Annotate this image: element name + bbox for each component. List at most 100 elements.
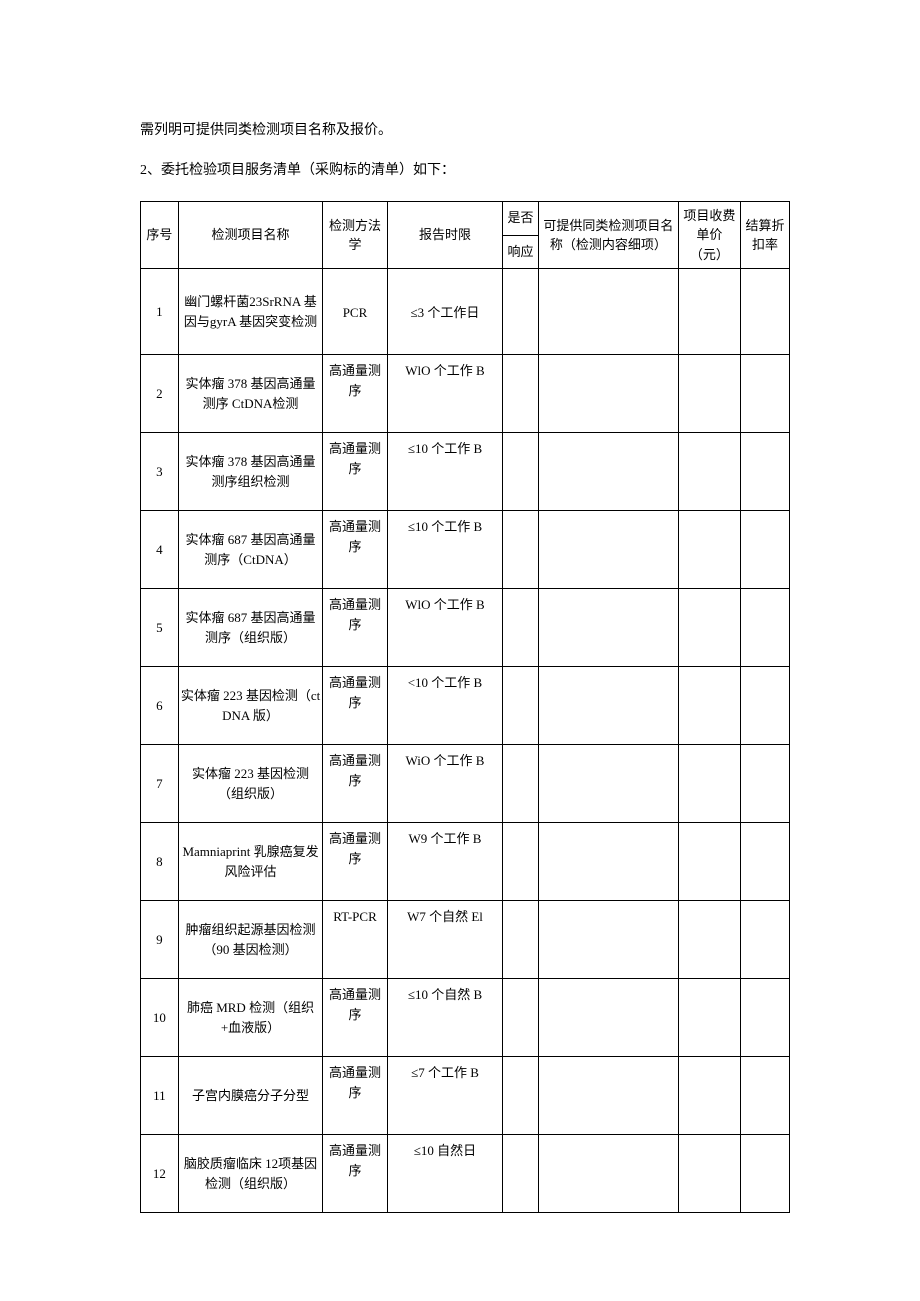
cell-resp [503,589,539,667]
cell-time: WiO 个工作 B [387,745,503,823]
cell-similar [538,1135,678,1213]
cell-name: 幽门螺杆菌23SrRNA 基因与gyrA 基因突变检测 [178,269,322,355]
cell-resp [503,433,539,511]
cell-time: ≤7 个工作 B [387,1057,503,1135]
cell-disc [741,269,790,355]
cell-seq: 12 [141,1135,179,1213]
cell-similar [538,355,678,433]
table-row: 2实体瘤 378 基因高通量测序 CtDNA检测高通量测序WlO 个工作 B [141,355,790,433]
cell-disc [741,667,790,745]
cell-price [678,355,740,433]
th-resp-top: 是否 [503,201,539,235]
cell-seq: 8 [141,823,179,901]
cell-resp [503,355,539,433]
cell-method: 高通量测序 [323,589,387,667]
cell-similar [538,589,678,667]
cell-seq: 6 [141,667,179,745]
table-body: 1幽门螺杆菌23SrRNA 基因与gyrA 基因突变检测PCR≤3 个工作日2实… [141,269,790,1213]
intro-paragraph: 需列明可提供同类检测项目名称及报价。 [140,120,790,142]
cell-time: W9 个工作 B [387,823,503,901]
cell-time: ≤10 个工作 B [387,433,503,511]
cell-similar [538,511,678,589]
cell-similar [538,433,678,511]
cell-similar [538,667,678,745]
cell-similar [538,745,678,823]
cell-price [678,269,740,355]
cell-similar [538,1057,678,1135]
table-row: 7实体瘤 223 基因检测（组织版）高通量测序WiO 个工作 B [141,745,790,823]
th-name: 检测项目名称 [178,201,322,269]
cell-price [678,901,740,979]
cell-similar [538,901,678,979]
cell-name: 子宫内膜癌分子分型 [178,1057,322,1135]
cell-disc [741,1135,790,1213]
cell-time: ≤3 个工作日 [387,269,503,355]
cell-price [678,667,740,745]
table-row: 6实体瘤 223 基因检测（ctDNA 版）高通量测序<10 个工作 B [141,667,790,745]
cell-time: ≤10 个自然 B [387,979,503,1057]
cell-seq: 4 [141,511,179,589]
table-row: 8Mamniaprint 乳腺癌复发风险评估高通量测序W9 个工作 B [141,823,790,901]
table-row: 1幽门螺杆菌23SrRNA 基因与gyrA 基因突变检测PCR≤3 个工作日 [141,269,790,355]
cell-time: W7 个自然 El [387,901,503,979]
cell-seq: 2 [141,355,179,433]
cell-resp [503,1135,539,1213]
cell-resp [503,901,539,979]
list-title: 2、委托检验项目服务清单（采购标的清单）如下： [140,160,790,182]
cell-method: 高通量测序 [323,1057,387,1135]
th-price: 项目收费单价（元） [678,201,740,269]
cell-name: 肺癌 MRD 检测（组织+血液版） [178,979,322,1057]
table-row: 5实体瘤 687 基因高通量测序（组织版）高通量测序WlO 个工作 B [141,589,790,667]
cell-seq: 10 [141,979,179,1057]
th-method: 检测方法学 [323,201,387,269]
cell-resp [503,979,539,1057]
cell-time: WlO 个工作 B [387,589,503,667]
cell-time: <10 个工作 B [387,667,503,745]
cell-disc [741,433,790,511]
th-similar: 可提供同类检测项目名称（检测内容细项） [538,201,678,269]
cell-price [678,1057,740,1135]
cell-disc [741,355,790,433]
cell-disc [741,823,790,901]
table-row: 9肿瘤组织起源基因检测（90 基因检测）RT-PCRW7 个自然 El [141,901,790,979]
table-row: 4实体瘤 687 基因高通量测序（CtDNA）高通量测序≤10 个工作 B [141,511,790,589]
cell-disc [741,745,790,823]
cell-method: 高通量测序 [323,433,387,511]
table-row: 3实体瘤 378 基因高通量测序组织检测高通量测序≤10 个工作 B [141,433,790,511]
cell-name: 实体瘤 378 基因高通量测序 CtDNA检测 [178,355,322,433]
cell-resp [503,667,539,745]
cell-name: 肿瘤组织起源基因检测（90 基因检测） [178,901,322,979]
table-row: 11子宫内膜癌分子分型高通量测序≤7 个工作 B [141,1057,790,1135]
service-table: 序号 检测项目名称 检测方法学 报告时限 是否 可提供同类检测项目名称（检测内容… [140,201,790,1214]
cell-time: WlO 个工作 B [387,355,503,433]
cell-seq: 7 [141,745,179,823]
cell-similar [538,269,678,355]
cell-method: 高通量测序 [323,667,387,745]
th-time: 报告时限 [387,201,503,269]
cell-price [678,745,740,823]
cell-price [678,511,740,589]
cell-method: 高通量测序 [323,511,387,589]
cell-seq: 9 [141,901,179,979]
th-resp-bot: 响应 [503,235,539,269]
cell-method: 高通量测序 [323,979,387,1057]
cell-price [678,433,740,511]
cell-name: 实体瘤 687 基因高通量测序（组织版） [178,589,322,667]
cell-method: 高通量测序 [323,355,387,433]
cell-disc [741,901,790,979]
cell-seq: 11 [141,1057,179,1135]
cell-method: 高通量测序 [323,745,387,823]
table-row: 10肺癌 MRD 检测（组织+血液版）高通量测序≤10 个自然 B [141,979,790,1057]
cell-name: Mamniaprint 乳腺癌复发风险评估 [178,823,322,901]
cell-time: ≤10 个工作 B [387,511,503,589]
cell-method: RT-PCR [323,901,387,979]
cell-resp [503,269,539,355]
cell-price [678,823,740,901]
cell-resp [503,823,539,901]
cell-name: 实体瘤 687 基因高通量测序（CtDNA） [178,511,322,589]
cell-seq: 3 [141,433,179,511]
cell-resp [503,511,539,589]
cell-seq: 1 [141,269,179,355]
cell-seq: 5 [141,589,179,667]
cell-name: 实体瘤 223 基因检测（ctDNA 版） [178,667,322,745]
